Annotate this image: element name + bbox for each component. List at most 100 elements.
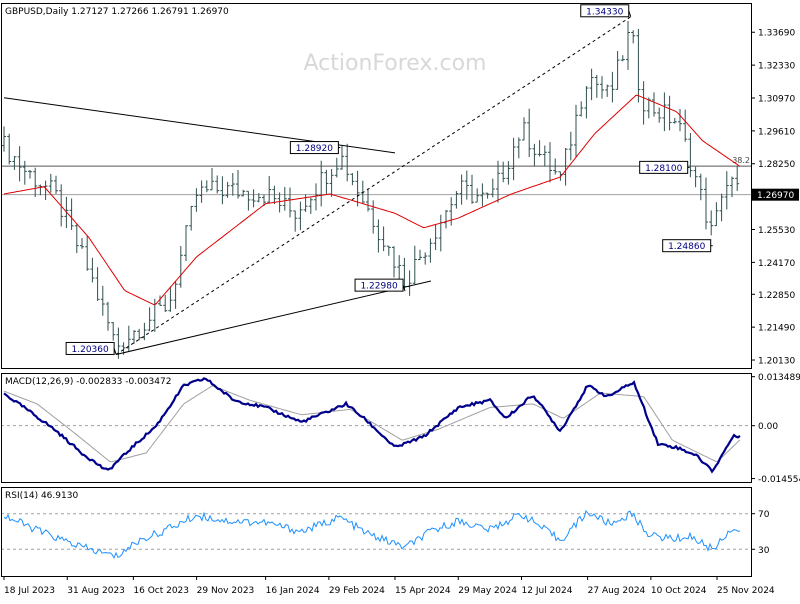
ohlc-bar (111, 321, 116, 341)
rsi-panel-frame (1, 487, 752, 577)
ohlc-bar (80, 237, 84, 249)
price-annotation: 1.28100 (639, 160, 690, 174)
ohlc-bar (251, 189, 256, 208)
ohlc-bar (444, 210, 448, 229)
price-header: GBPUSD,Daily 1.27127 1.27266 1.26791 1.2… (5, 7, 229, 17)
ohlc-bar (100, 285, 105, 316)
ohlc-bar (293, 210, 298, 232)
trendline-solid (116, 280, 432, 355)
ohlc-bar (698, 173, 703, 201)
ohlc-bar (329, 168, 334, 197)
watermark: ActionForex.com (304, 51, 487, 76)
y-tick-label: 1.30970 (758, 94, 795, 104)
rsi-y-tick-label: 70 (758, 510, 770, 520)
x-tick-label: 29 Feb 2024 (329, 586, 385, 596)
ohlc-bar (142, 322, 147, 341)
ohlc-bar (553, 158, 558, 175)
current-price-tag (752, 188, 799, 201)
ohlc-bar (579, 101, 584, 117)
ohlc-bar (496, 160, 500, 203)
price-panel: ActionForex.com GBPUSD,Daily 1.27127 1.27… (1, 4, 799, 367)
ohlc-bar (199, 180, 204, 203)
ohlc-bar (475, 188, 480, 203)
ohlc-bar (298, 201, 303, 231)
ohlc-bar (636, 28, 641, 103)
ohlc-bar (631, 30, 636, 44)
x-tick-label: 12 Jul 2024 (522, 586, 573, 596)
ohlc-bar (418, 249, 422, 261)
ohlc-bar (319, 160, 324, 207)
ohlc-bar (236, 169, 240, 199)
macd-panel-frame (1, 373, 752, 483)
ohlc-bar (641, 81, 646, 125)
ohlc-bar (28, 170, 32, 179)
ohlc-bar (12, 156, 17, 170)
ohlc-bar (438, 214, 443, 252)
ohlc-bar (126, 325, 131, 352)
ohlc-bar (381, 226, 386, 252)
svg-text:1.20360: 1.20360 (72, 345, 109, 355)
ohlc-bar (220, 176, 225, 205)
ohlc-bar (168, 286, 173, 312)
ohlc-bar (662, 92, 667, 132)
ohlc-bar (314, 183, 318, 211)
ohlc-bar (184, 225, 188, 261)
x-tick-label: 29 Nov 2023 (197, 586, 255, 596)
y-tick-label: 1.28250 (758, 160, 795, 170)
ohlc-bar (22, 160, 27, 185)
ohlc-bar (428, 238, 433, 263)
ohlc-bar (672, 117, 677, 124)
svg-text:1.34330: 1.34330 (586, 7, 623, 17)
ohlc-bar (537, 140, 542, 157)
ohlc-bar (714, 202, 719, 227)
ohlc-bar (397, 255, 402, 281)
ohlc-bar (33, 167, 38, 198)
ohlc-bar (516, 137, 521, 159)
ohlc-bar (600, 76, 604, 99)
ohlc-bar (147, 307, 152, 332)
ohlc-bar (366, 188, 370, 212)
price-annotation: 1.22980 (354, 278, 406, 292)
y-tick-label: 1.29610 (758, 127, 795, 137)
ohlc-bar (277, 192, 282, 213)
x-tick-label: 25 Nov 2024 (717, 586, 775, 596)
ohlc-bar (652, 92, 656, 117)
ohlc-bar (407, 270, 412, 296)
rsi-header: RSI(14) 46.9130 (5, 491, 78, 501)
ohlc-bar (532, 143, 537, 167)
ohlc-bar (459, 174, 464, 205)
fib-label: 38.2 (732, 156, 750, 165)
ohlc-bar (267, 176, 272, 204)
ohlc-bar (548, 142, 552, 183)
ohlc-bar (490, 178, 495, 198)
ohlc-bar (194, 188, 199, 212)
ohlc-bar (527, 108, 532, 158)
ohlc-bar (163, 294, 168, 312)
macd-y-tick-label: -0.014554 (758, 475, 800, 485)
trendline-dashed (115, 16, 632, 355)
ohlc-bar (667, 95, 672, 131)
price-annotation: 1.28920 (289, 141, 341, 155)
macd-signal-line (3, 385, 741, 463)
ohlc-bar (423, 252, 428, 265)
ohlc-bar (626, 21, 630, 70)
ohlc-bar (308, 197, 313, 214)
ohlc-bar (17, 146, 22, 182)
svg-text:1.22980: 1.22980 (360, 282, 397, 292)
ohlc-bar (282, 186, 287, 211)
ohlc-bar (615, 50, 620, 90)
ohlc-bar (678, 108, 682, 132)
ohlc-bar (542, 145, 547, 167)
ohlc-bar (189, 205, 194, 231)
ohlc-bar (74, 223, 79, 254)
ohlc-bar (256, 193, 261, 203)
y-tick-label: 1.24170 (758, 259, 795, 269)
ohlc-bar (693, 166, 698, 188)
ohlc-bar (584, 86, 589, 119)
x-tick-label: 10 Oct 2024 (651, 586, 707, 596)
ohlc-bar (568, 131, 573, 161)
ohlc-bar (272, 185, 277, 205)
svg-text:1.24860: 1.24860 (668, 242, 705, 252)
ohlc-bar (376, 219, 381, 253)
